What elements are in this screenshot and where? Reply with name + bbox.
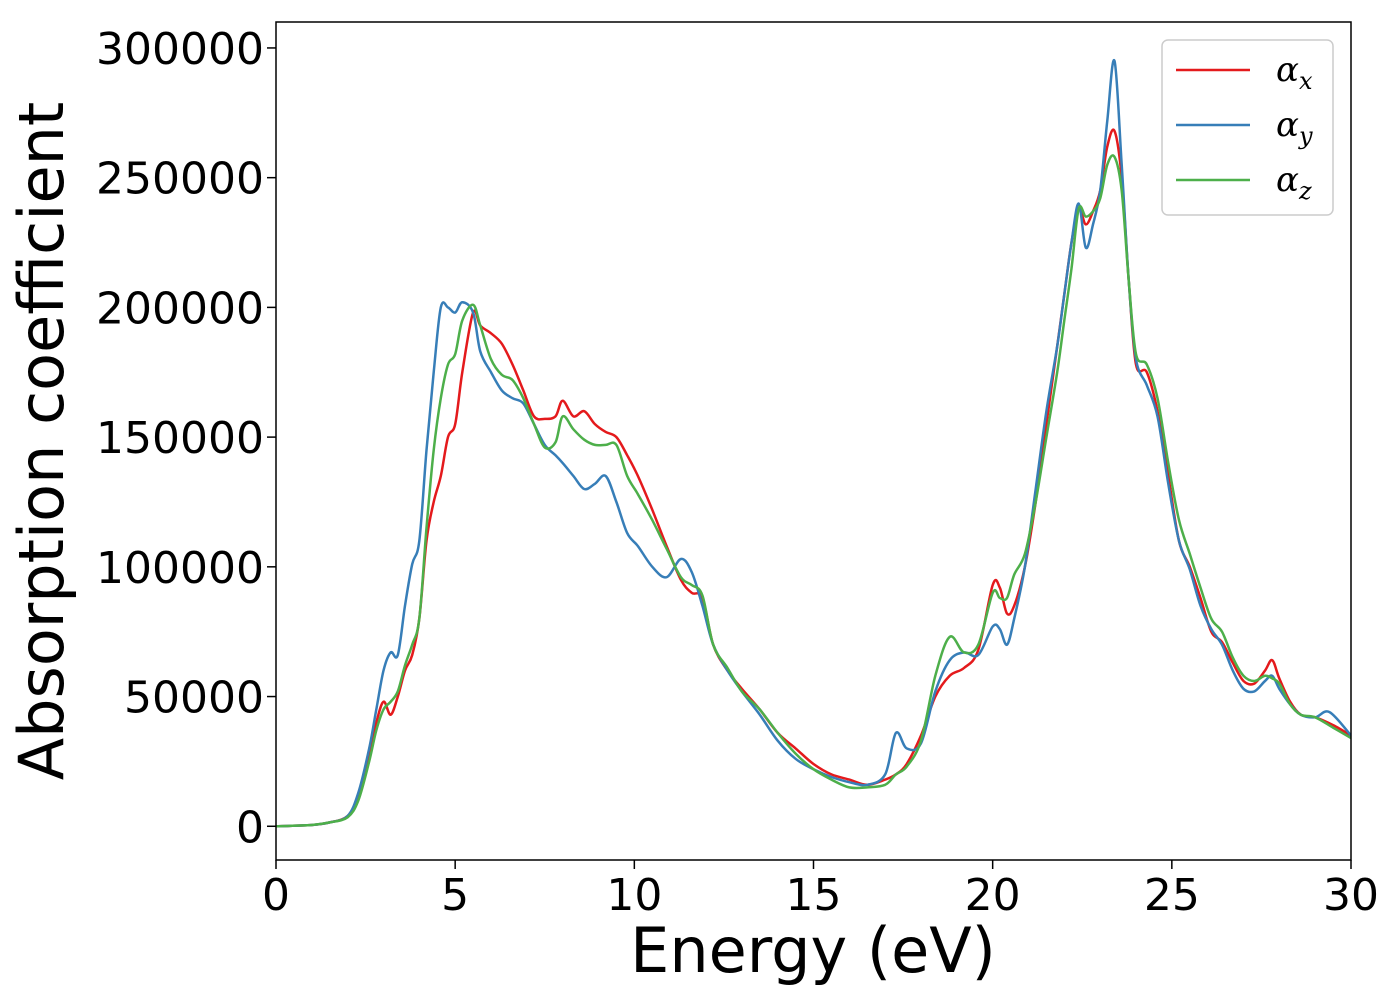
x-axis-title: Energy (eV) xyxy=(630,914,996,987)
x-axis: 0 5 10 15 20 25 30 xyxy=(262,860,1379,921)
y-tick-label: 50000 xyxy=(124,673,264,724)
legend-label-alpha-z: αz xyxy=(1276,160,1312,205)
series-line-alpha-y xyxy=(276,59,1351,828)
y-tick-label: 150000 xyxy=(96,413,264,464)
y-tick-label: 100000 xyxy=(96,543,264,594)
x-tick-label: 15 xyxy=(786,870,842,921)
y-tick-label: 250000 xyxy=(96,154,264,205)
x-tick-label: 30 xyxy=(1323,870,1379,921)
y-tick-label: 300000 xyxy=(96,24,264,75)
legend-box xyxy=(1161,39,1334,216)
legend: αx αy αz xyxy=(1161,39,1334,216)
series-layer xyxy=(276,59,1351,828)
x-tick-label: 10 xyxy=(606,870,662,921)
legend-label-alpha-x: αx xyxy=(1276,50,1313,95)
legend-label-alpha-y: αy xyxy=(1276,105,1313,150)
x-tick-label: 25 xyxy=(1144,870,1200,921)
y-tick-label: 0 xyxy=(236,802,264,853)
x-tick-label: 5 xyxy=(441,870,469,921)
y-axis-title: Absorption coefficient xyxy=(5,102,78,781)
x-tick-label: 20 xyxy=(965,870,1021,921)
x-tick-label: 0 xyxy=(262,870,290,921)
y-axis: 0 50000 100000 150000 200000 250000 300000 xyxy=(96,24,276,853)
y-tick-label: 200000 xyxy=(96,283,264,334)
series-line-alpha-x xyxy=(276,128,1351,828)
series-line-alpha-z xyxy=(276,154,1351,828)
